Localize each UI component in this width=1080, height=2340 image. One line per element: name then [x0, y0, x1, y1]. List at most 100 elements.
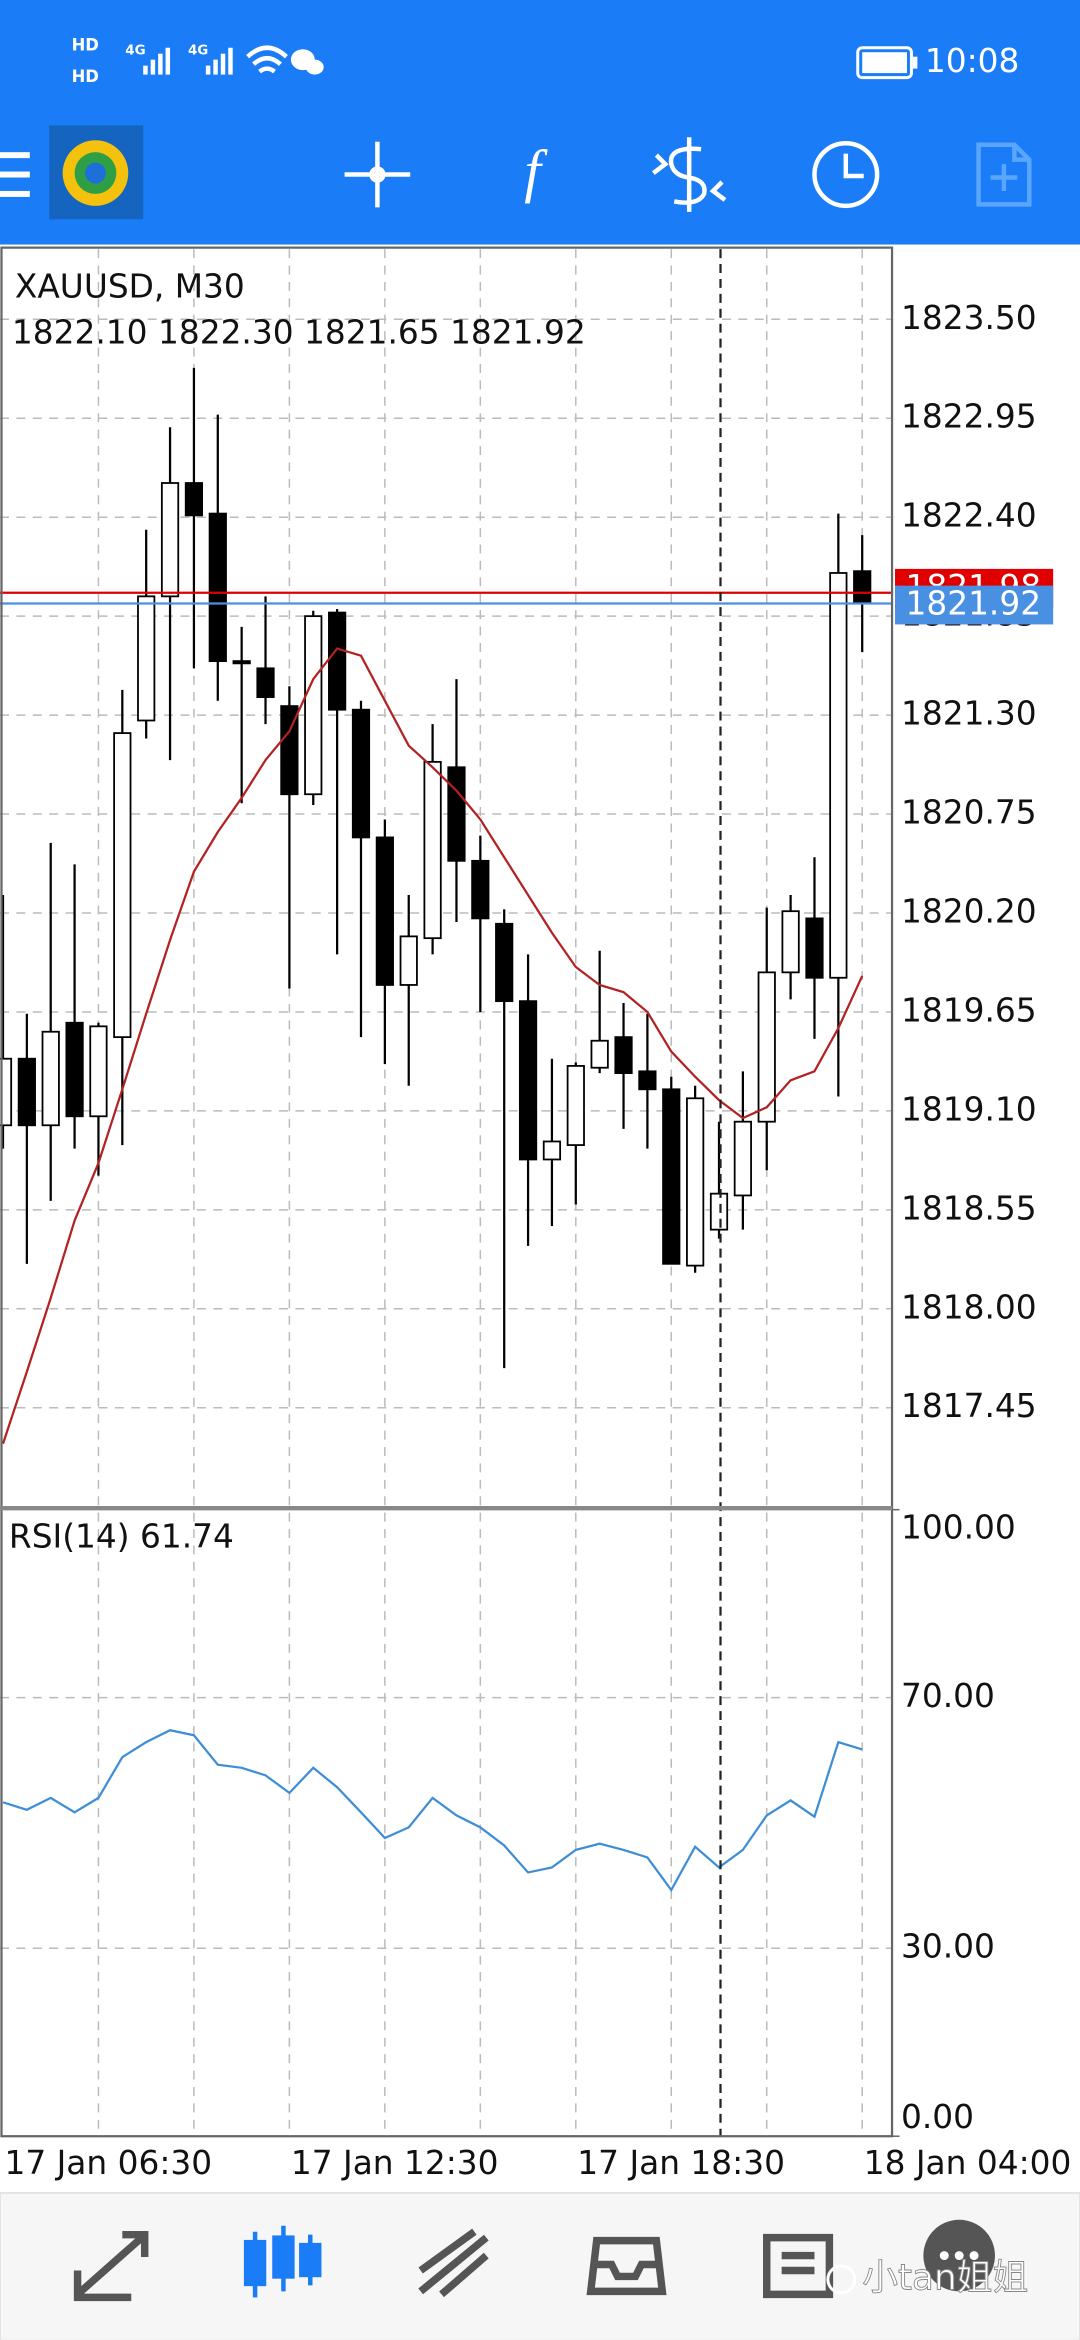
- candle-body: [0, 1057, 13, 1127]
- network-1: 4G: [125, 44, 145, 59]
- y-tick-label: 1822.95: [901, 398, 1037, 436]
- candle-body: [113, 732, 132, 1039]
- candle-body: [781, 910, 800, 974]
- y-tick-label: 1818.00: [901, 1288, 1037, 1326]
- candle-body: [757, 971, 776, 1123]
- moving-average: [1, 647, 864, 1445]
- sim1: HD: [72, 36, 99, 55]
- y-tick-label: 100.00: [901, 1509, 1016, 1547]
- candle-body: [566, 1065, 585, 1146]
- candle-body: [208, 512, 227, 663]
- candle-body: [256, 667, 275, 698]
- signal: [213, 59, 218, 75]
- candle-body: [280, 705, 299, 796]
- candle-body: [614, 1036, 633, 1075]
- y-tick-label: 30.00: [901, 1928, 995, 1966]
- y-tick-label: 1822.40: [901, 497, 1037, 535]
- wifi-icon: [246, 45, 288, 74]
- candle-body: [447, 766, 466, 862]
- quotes-tab[interactable]: [73, 2230, 149, 2302]
- signal: [228, 47, 233, 75]
- y-tick-label: 1820.20: [901, 892, 1037, 930]
- network-2: 4G: [188, 44, 208, 59]
- candle-body: [853, 570, 872, 605]
- messages-tab[interactable]: [923, 2219, 995, 2292]
- candle-body: [662, 1088, 681, 1265]
- signal: [150, 59, 156, 75]
- candle-body: [518, 1000, 538, 1161]
- candle-body: [471, 859, 490, 920]
- candle-body: [65, 1021, 84, 1118]
- candle-body: [495, 922, 514, 1003]
- candle-body: [829, 572, 848, 979]
- candle-body: [89, 1025, 108, 1118]
- watermark-icon: [826, 2264, 857, 2295]
- bottom-nav: [0, 2192, 1080, 2340]
- app-header: [0, 0, 1080, 245]
- candle-body: [137, 595, 156, 722]
- signal: [165, 47, 171, 75]
- crosshair-button[interactable]: [344, 141, 411, 208]
- candle-body: [590, 1039, 609, 1069]
- candle-body: [638, 1070, 657, 1091]
- watermark: 小tan姐姐: [862, 2257, 1028, 2298]
- y-tick-label: 1823.50: [901, 299, 1037, 337]
- trade-button[interactable]: [652, 137, 727, 212]
- battery: [856, 46, 913, 80]
- y-tick-label: 0.00: [901, 2098, 974, 2136]
- trade-tab[interactable]: [418, 2228, 489, 2298]
- history-tab[interactable]: [586, 2236, 667, 2296]
- app-logo[interactable]: [49, 125, 144, 220]
- y-tick-label: 1818.55: [901, 1189, 1037, 1227]
- y-tick-label: 70.00: [901, 1677, 995, 1715]
- y-tick-label: 1820.75: [901, 794, 1037, 832]
- candle-body: [328, 611, 347, 711]
- new-order-button[interactable]: [976, 142, 1032, 207]
- x-tick-label: 17 Jan 06:30: [4, 2144, 212, 2182]
- sim2: HD: [72, 67, 99, 86]
- chart: 17 Jan 06:30 17 Jan 12:30 17 Jan 18:30 18 J…: [0, 249, 1071, 2182]
- news-tab[interactable]: [763, 2233, 834, 2299]
- candle-body: [304, 615, 323, 796]
- candle-body: [733, 1120, 752, 1197]
- timeframe-button[interactable]: [812, 140, 880, 209]
- candle-body: [184, 482, 204, 517]
- x-tick-label: 17 Jan 12:30: [291, 2144, 499, 2182]
- toolbar: f: [0, 125, 1032, 220]
- clock: 10:08: [925, 42, 1020, 80]
- candle-body: [686, 1097, 705, 1267]
- chart-tab[interactable]: [243, 2225, 322, 2298]
- candle-body: [351, 708, 371, 839]
- x-tick-label: 18 Jan 04:00: [864, 2144, 1072, 2182]
- rsi-line: [2, 1729, 863, 1893]
- candle-body: [423, 760, 442, 940]
- battery-level: [862, 52, 907, 74]
- y-tick-label: 1819.10: [901, 1090, 1037, 1128]
- bid-tag: [895, 585, 1054, 625]
- rsi-title: RSI(14) 61.74: [9, 1518, 234, 1556]
- candle-body: [17, 1057, 36, 1127]
- candle-body: [41, 1030, 60, 1127]
- ohlc-text: 1822.10 1822.30 1821.65 1821.92: [12, 314, 586, 352]
- y-tick-label: 1819.65: [901, 991, 1037, 1029]
- menu-button[interactable]: [0, 152, 30, 197]
- candle-body: [805, 917, 824, 979]
- signal: [143, 65, 148, 75]
- candle-body: [709, 1192, 729, 1231]
- symbol-title: XAUUSD, M30: [15, 267, 245, 305]
- signal: [205, 65, 211, 75]
- signal: [220, 53, 226, 75]
- signal: [158, 53, 163, 75]
- bid-tag-label: 1821.92: [905, 585, 1041, 623]
- candle-body: [232, 660, 251, 665]
- candle-body: [542, 1140, 562, 1161]
- chart-border: [0, 246, 894, 2138]
- battery-tip: [912, 56, 918, 69]
- y-tick-label: 1817.45: [901, 1387, 1037, 1425]
- candle-body: [399, 935, 418, 986]
- x-tick-label: 17 Jan 18:30: [577, 2144, 785, 2182]
- candle-body: [375, 836, 394, 986]
- wechat-icon: [305, 59, 324, 75]
- candle-body: [160, 482, 180, 598]
